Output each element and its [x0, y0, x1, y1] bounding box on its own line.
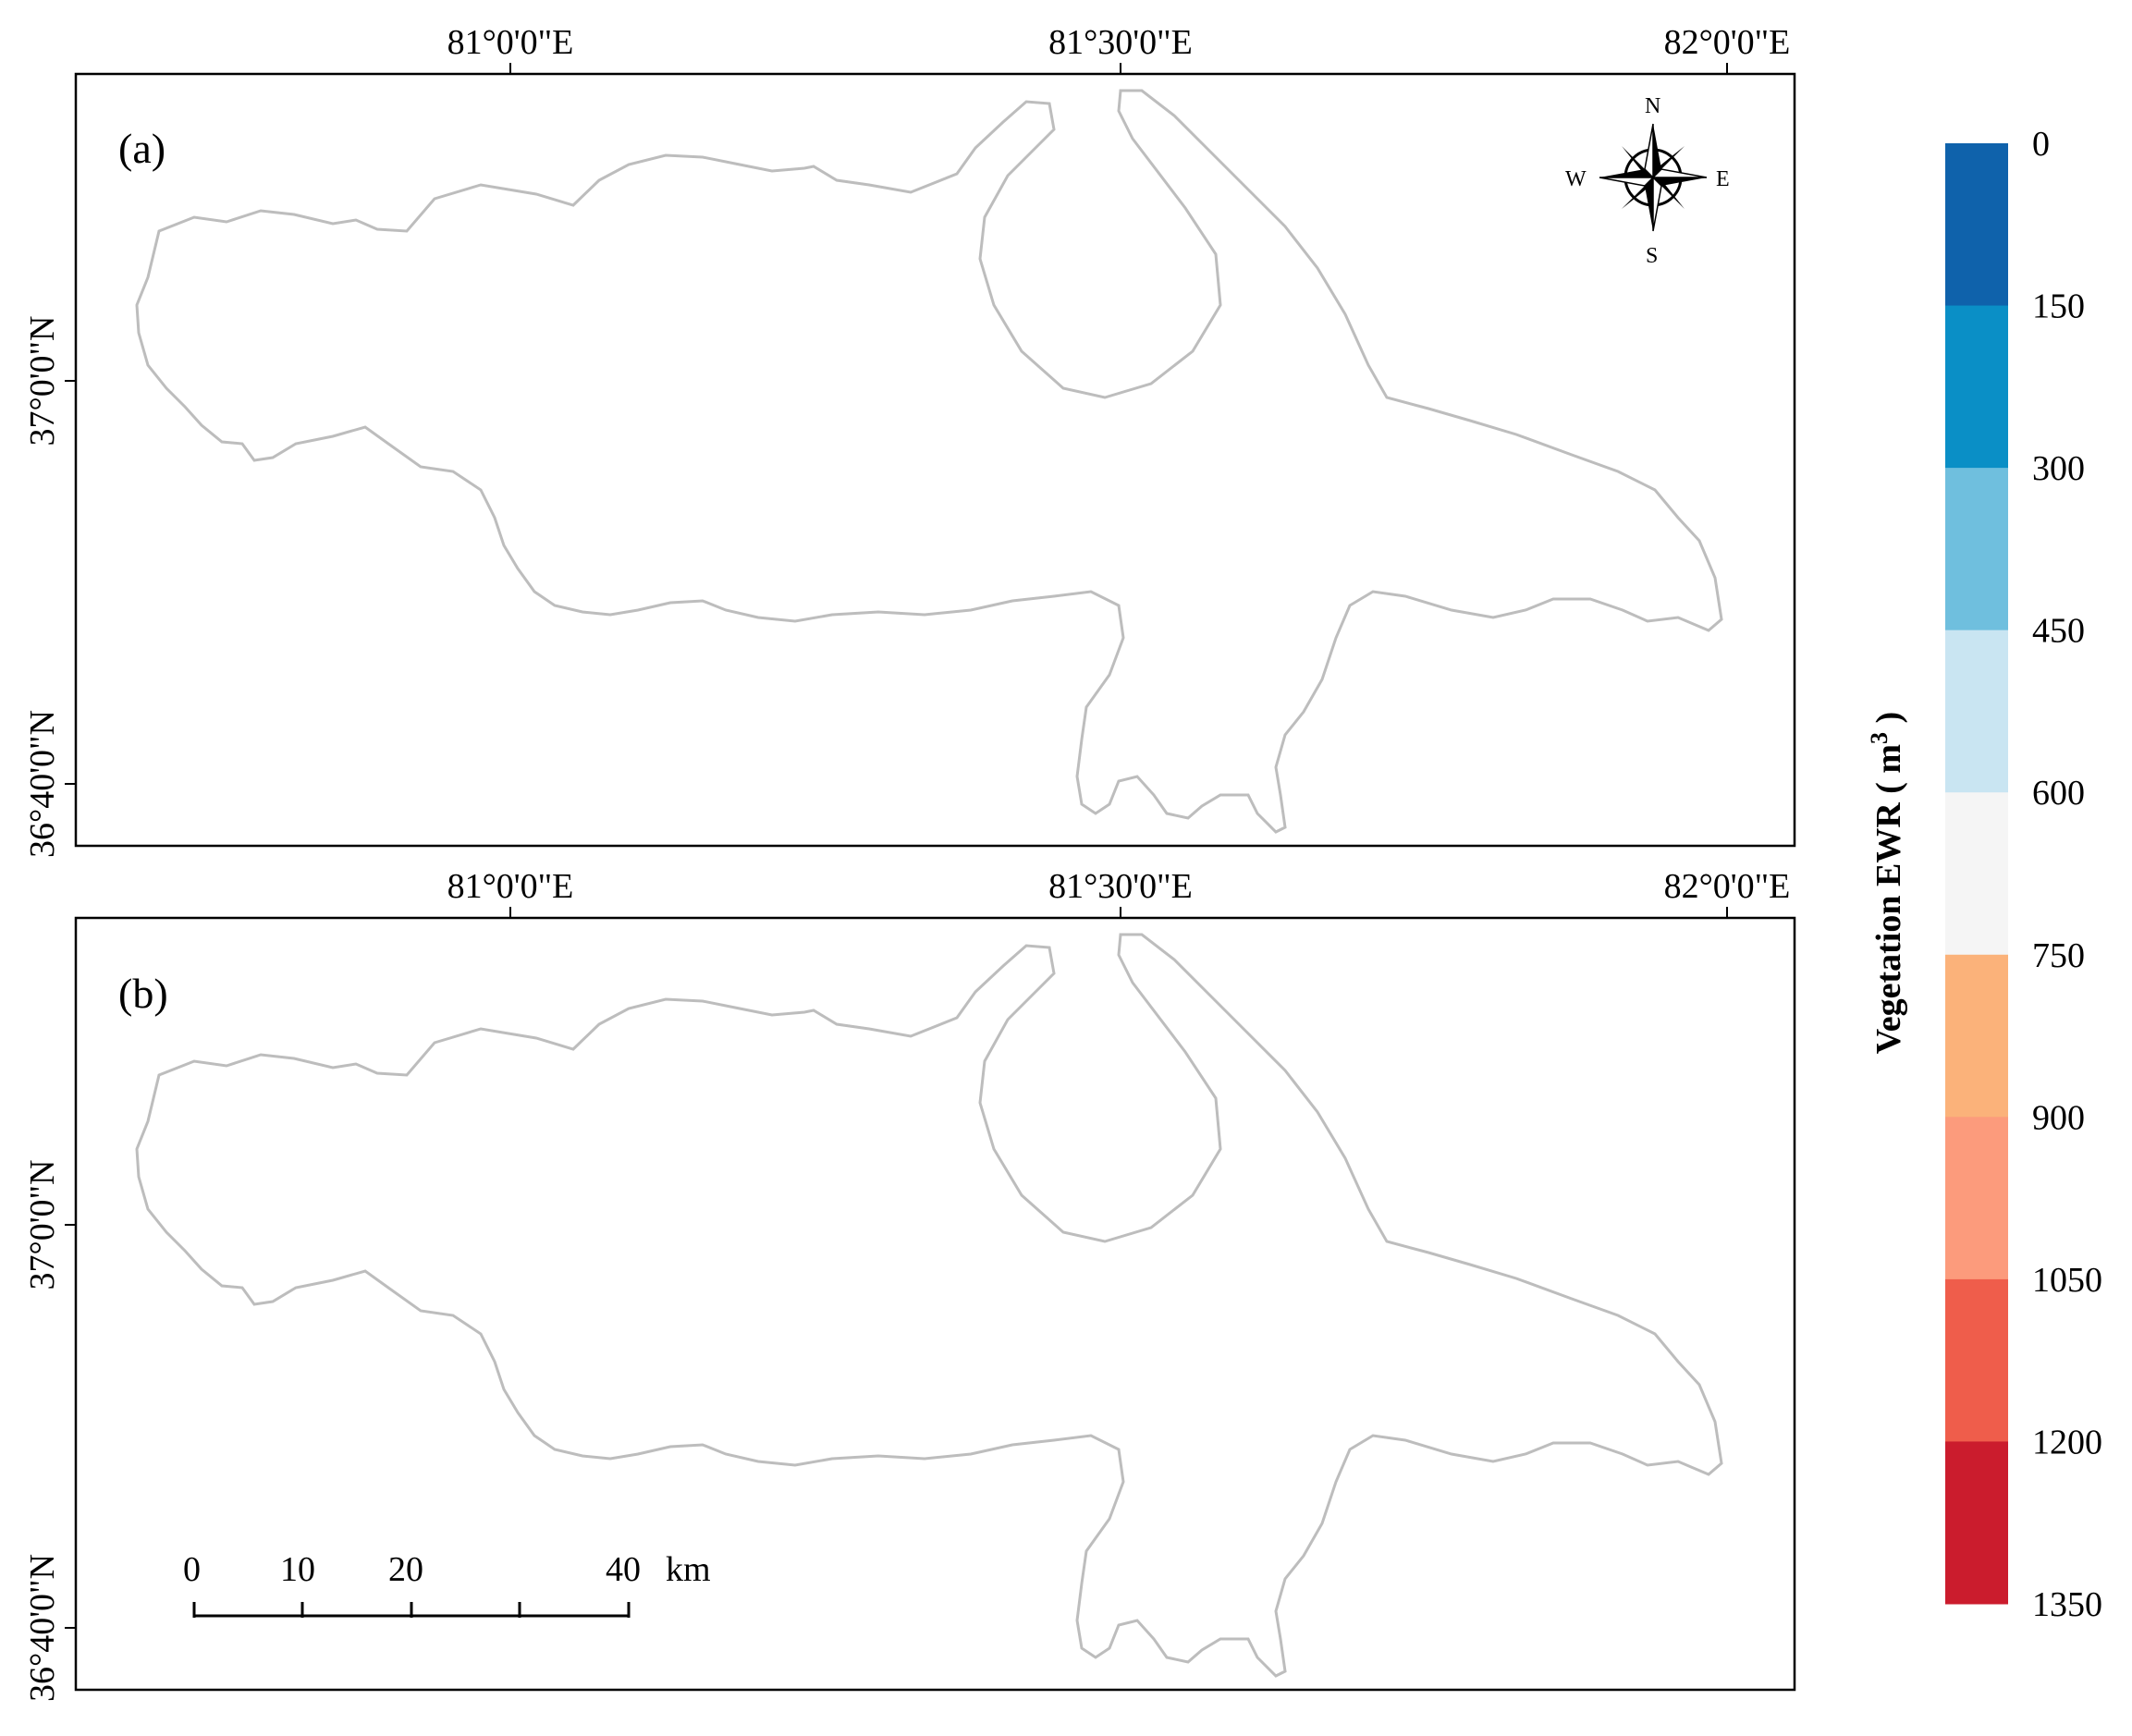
x-tick-label: 81°30'0"E [1048, 23, 1193, 62]
legend-swatch [1945, 954, 2008, 1118]
legend-break-label: 1350 [2032, 1585, 2102, 1624]
panel-b: 81°0'0"E 81°30'0"E 82°0'0"E 37°0'0"N 36°40'0… [23, 867, 1796, 1702]
legend-swatch [1945, 305, 2008, 469]
legend-swatch [1945, 1117, 2008, 1280]
legend-labels: 0 150 300 450 600 750 900 1050 1200 1350 [2032, 125, 2102, 1624]
x-tick-label: 81°0'0"E [447, 867, 574, 906]
x-tick-label: 82°0'0"E [1664, 23, 1791, 62]
legend-title: Vegetation EWR ( m3 ) [1866, 712, 1909, 1054]
map-frame [74, 916, 1796, 1692]
y-tick-label: 37°0'0"N [23, 1160, 62, 1290]
y-tick-label: 37°0'0"N [23, 316, 62, 446]
legend-break-label: 600 [2032, 774, 2085, 813]
legend-break-label: 750 [2032, 936, 2085, 975]
axis-ticks: 81°0'0"E 81°30'0"E 82°0'0"E 37°0'0"N 36°40'0… [23, 867, 1790, 1702]
legend-colorbar [1945, 143, 2008, 1605]
legend-swatch [1945, 143, 2008, 307]
y-tick-label: 36°40'0"N [23, 710, 62, 858]
axis-ticks: 81°0'0"E 81°30'0"E 82°0'0"E 37°0'0"N 36°40'0… [23, 23, 1790, 858]
legend-break-label: 0 [2032, 125, 2050, 164]
legend-swatch [1945, 1441, 2008, 1605]
legend-swatch [1945, 1278, 2008, 1442]
legend-break-label: 150 [2032, 287, 2085, 326]
legend-break-label: 1200 [2032, 1423, 2102, 1461]
scale-bar: 0 10 20 40 km [183, 1550, 711, 1618]
panel-label: (b) [118, 970, 168, 1017]
legend-swatch [1945, 468, 2008, 631]
x-tick-label: 81°30'0"E [1048, 867, 1193, 906]
scale-label: 10 [280, 1550, 315, 1589]
scale-label: 20 [388, 1550, 423, 1589]
legend-break-label: 1050 [2032, 1261, 2102, 1300]
legend-break-label: 450 [2032, 612, 2085, 651]
legend-swatch [1945, 630, 2008, 793]
map-frame [74, 72, 1796, 848]
y-tick-label: 36°40'0"N [23, 1554, 62, 1702]
compass-s-label: S [1646, 244, 1658, 268]
scale-unit: km [666, 1550, 711, 1589]
x-tick-label: 81°0'0"E [447, 23, 574, 62]
x-tick-label: 82°0'0"E [1664, 867, 1791, 906]
legend: 0 150 300 450 600 750 900 1050 1200 1350 Vegetati… [1866, 125, 2103, 1624]
panel-a: 81°0'0"E 81°30'0"E 82°0'0"E 37°0'0"N 36°40'0… [23, 23, 1796, 858]
compass-rose-icon: N S W E [1565, 94, 1730, 268]
compass-w-label: W [1565, 167, 1587, 191]
compass-n-label: N [1645, 94, 1660, 118]
legend-break-label: 300 [2032, 449, 2085, 488]
legend-break-label: 900 [2032, 1098, 2085, 1137]
compass-e-label: E [1716, 167, 1730, 191]
scale-label: 0 [183, 1550, 201, 1589]
legend-swatch [1945, 792, 2008, 956]
panel-label: (a) [118, 125, 165, 172]
scale-label: 40 [606, 1550, 641, 1589]
